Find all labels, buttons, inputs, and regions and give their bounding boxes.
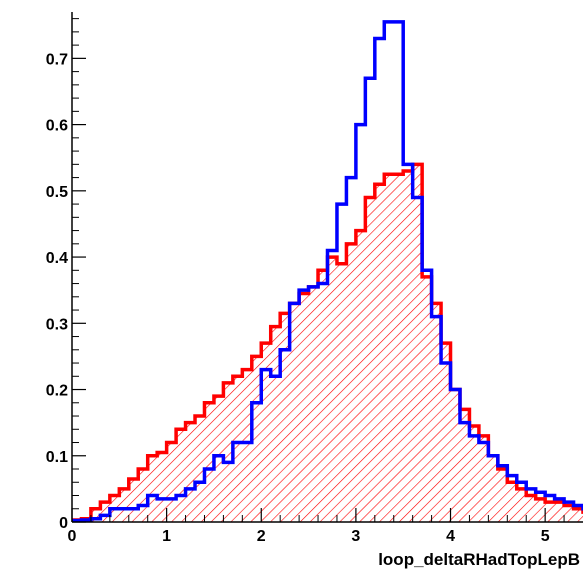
x-tick-label: 0 bbox=[68, 528, 77, 545]
y-tick-label: 0.6 bbox=[46, 118, 68, 135]
y-tick-label: 0.5 bbox=[46, 184, 68, 201]
y-tick-label: 0 bbox=[59, 515, 68, 532]
series-1-histogram-line bbox=[72, 162, 583, 522]
axes-layer: 0 0.1 0.2 0.3 0.4 0.5 0.6 0.7 0 1 2 3 4 5 bbox=[46, 12, 583, 545]
y-tick-label: 0.1 bbox=[46, 449, 68, 466]
x-tick-label: 2 bbox=[257, 528, 266, 545]
series-layer bbox=[72, 20, 583, 522]
x-tick-label: 4 bbox=[446, 528, 455, 545]
y-tick-label: 0.3 bbox=[46, 316, 68, 333]
x-tick-label: 5 bbox=[541, 528, 550, 545]
series-1-histogram-fill bbox=[72, 164, 583, 522]
x-tick-label: 1 bbox=[162, 528, 171, 545]
x-axis-title: loop_deltaRHadTopLepB bbox=[378, 550, 580, 569]
x-tick-label: 3 bbox=[351, 528, 360, 545]
y-tick-label: 0.2 bbox=[46, 383, 68, 400]
y-tick-label: 0.7 bbox=[46, 51, 68, 68]
series-2-histogram-line bbox=[72, 20, 583, 522]
y-tick-label: 0.4 bbox=[46, 250, 68, 267]
